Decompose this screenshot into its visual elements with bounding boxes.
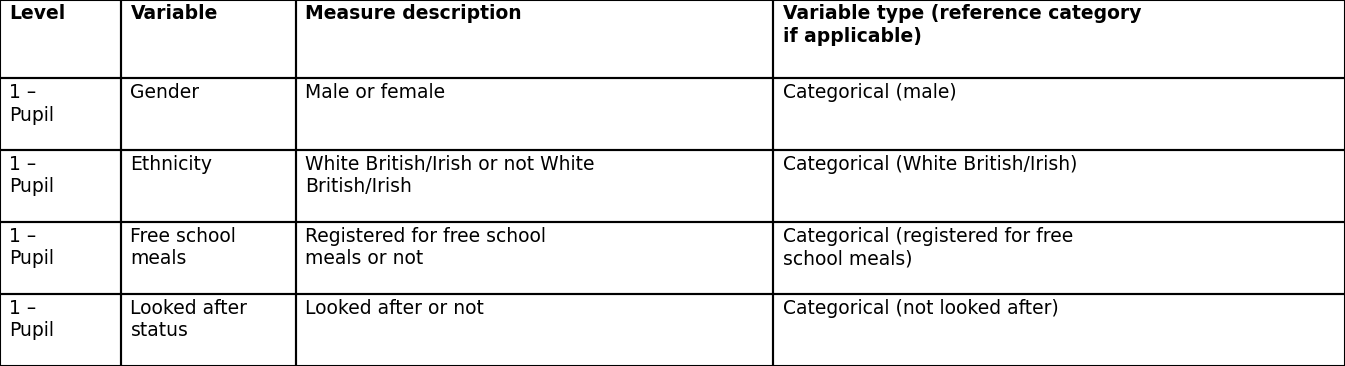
Bar <box>0 294 121 366</box>
Bar <box>121 78 296 150</box>
Bar <box>0 222 121 294</box>
Bar <box>773 150 1345 222</box>
Text: 1 –
Pupil: 1 – Pupil <box>9 83 54 124</box>
Text: Looked after
status: Looked after status <box>130 299 247 340</box>
Text: 1 –
Pupil: 1 – Pupil <box>9 155 54 197</box>
Bar <box>296 294 773 366</box>
Bar <box>0 222 121 294</box>
Text: Categorical (White British/Irish): Categorical (White British/Irish) <box>783 155 1077 174</box>
Text: Ethnicity: Ethnicity <box>130 155 213 174</box>
Bar <box>296 78 773 150</box>
Text: Variable: Variable <box>130 4 218 23</box>
Bar <box>296 0 773 78</box>
Text: Categorical (registered for free
school meals): Categorical (registered for free school … <box>783 227 1073 268</box>
Text: 1 –
Pupil: 1 – Pupil <box>9 299 54 340</box>
Bar <box>0 294 121 366</box>
Bar <box>121 0 296 78</box>
Text: Categorical (not looked after): Categorical (not looked after) <box>783 299 1059 318</box>
Text: White British/Irish or not White
British/Irish: White British/Irish or not White British… <box>305 155 594 197</box>
Bar <box>0 150 121 222</box>
Bar <box>773 222 1345 294</box>
Bar <box>773 0 1345 78</box>
Text: Measure description: Measure description <box>305 4 522 23</box>
Bar <box>0 78 121 150</box>
Text: Categorical (male): Categorical (male) <box>783 83 956 102</box>
Bar <box>121 150 296 222</box>
Bar <box>296 294 773 366</box>
Bar <box>121 150 296 222</box>
Bar <box>296 222 773 294</box>
Text: Free school
meals: Free school meals <box>130 227 237 268</box>
Bar <box>0 0 121 78</box>
Bar <box>773 78 1345 150</box>
Text: 1 –
Pupil: 1 – Pupil <box>9 227 54 268</box>
Bar <box>296 150 773 222</box>
Bar <box>121 78 296 150</box>
Bar <box>121 0 296 78</box>
Bar <box>296 222 773 294</box>
Bar <box>773 0 1345 78</box>
Bar <box>0 78 121 150</box>
Bar <box>121 222 296 294</box>
Bar <box>0 0 121 78</box>
Text: Registered for free school
meals or not: Registered for free school meals or not <box>305 227 546 268</box>
Bar <box>773 78 1345 150</box>
Text: Gender: Gender <box>130 83 199 102</box>
Bar <box>773 222 1345 294</box>
Bar <box>0 150 121 222</box>
Text: Variable type (reference category
if applicable): Variable type (reference category if app… <box>783 4 1142 46</box>
Bar <box>773 294 1345 366</box>
Bar <box>773 294 1345 366</box>
Bar <box>121 294 296 366</box>
Bar <box>296 150 773 222</box>
Text: Male or female: Male or female <box>305 83 445 102</box>
Bar <box>121 294 296 366</box>
Bar <box>773 150 1345 222</box>
Bar <box>121 222 296 294</box>
Bar <box>296 78 773 150</box>
Bar <box>296 0 773 78</box>
Text: Level: Level <box>9 4 66 23</box>
Text: Looked after or not: Looked after or not <box>305 299 484 318</box>
